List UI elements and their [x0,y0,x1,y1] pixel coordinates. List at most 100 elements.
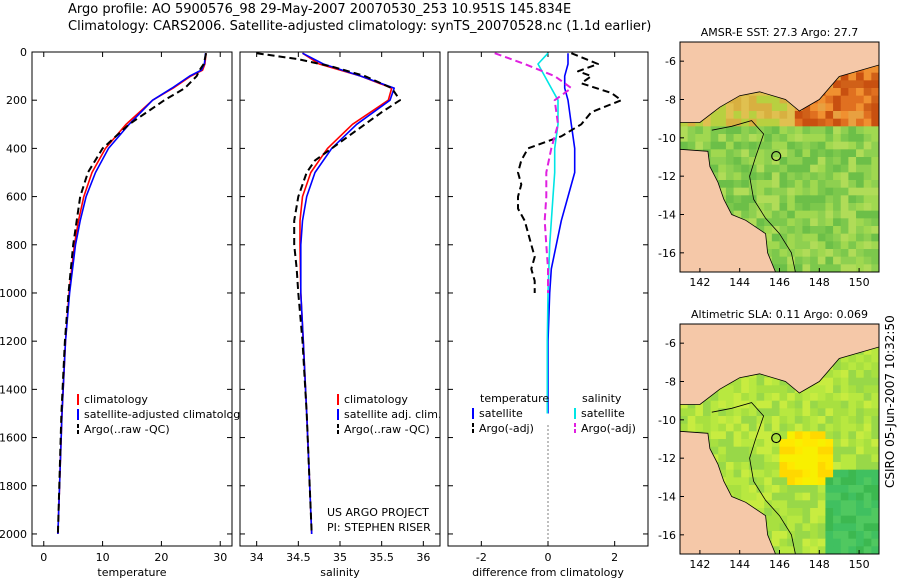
sla-map-cell [871,469,880,478]
sla-map-cell [863,500,872,509]
sst-map-cell [733,103,742,112]
sst-map-cell [810,149,819,158]
sst-map-cell [771,264,780,273]
sla-map-cell [863,485,872,494]
sla-map-cell [710,446,719,455]
sla-map-cell [825,377,834,386]
difference-xlabel: difference from climatology [472,566,624,579]
sla-map-cell [733,462,742,471]
difference-xtick-label: -2 [476,551,487,564]
sst-map-cell [802,172,811,181]
sst-map-cell [856,264,865,273]
sla-map-cell [794,469,803,478]
sst-map-cell [794,126,803,135]
sla-map-cell [833,377,842,386]
sla-map-cell [840,408,849,417]
diff-temp-legend-label: Argo(-adj) [479,422,534,435]
sst-map-cell [810,172,819,181]
sla-map-cell [779,523,788,532]
sst-map-cell [871,88,880,97]
sst-map-cell [825,203,834,212]
sst-map-cell [871,187,880,196]
sst-map-cell [802,256,811,265]
sst-map-cell [871,210,880,219]
sla-map-cell [748,462,757,471]
sla-map-cell [771,546,780,555]
sla-map-cell [825,400,834,409]
sst-map-cell [718,157,727,166]
sst-map-cell [794,249,803,258]
sla-map-cell [779,546,788,555]
sst-map-cell [871,180,880,189]
sst-map-cell [787,126,796,135]
salinity-frame [239,51,441,547]
sla-map-cell [871,515,880,524]
sst-map-cell [848,256,857,265]
sla-map-cell [802,400,811,409]
sla-map-cell [840,538,849,547]
sst-map-cell [825,141,834,150]
sst-map-cell [833,195,842,204]
sst-map-cell [856,72,865,81]
sst-map-cell [771,249,780,258]
temperature-xlabel: temperature [97,566,166,579]
sst-map-cell [802,218,811,227]
sst-map-cell [833,157,842,166]
sst-map-cell [871,203,880,212]
sla-map-cell [787,423,796,432]
sla-map-cell [856,377,865,386]
sst-map-cell [856,111,865,120]
sla-map-cell [733,439,742,448]
sla-map-cell [725,423,734,432]
difference-xtick-label: 0 [545,551,552,564]
sst-map-cell [856,118,865,127]
sst-map-cell [848,203,857,212]
sla-map-cell [756,400,765,409]
sla-map-cell [802,385,811,394]
sst-map-argo-marker [771,150,782,162]
sla-map-cell [833,538,842,547]
sst-map-cell [779,226,788,235]
sst-map-cell [825,264,834,273]
sla-map-cell [794,431,803,440]
sst-map-cell [794,256,803,265]
sla-map-cell [856,508,865,517]
salinity-panel: 34 34.5 35 35.5 36 salinity climatology satelli… [239,51,441,579]
sla-map-cell [810,462,819,471]
sst-map-cell [748,95,757,104]
sst-map-cell [787,164,796,173]
sst-map-cell [687,134,696,143]
sla-map-cell [741,408,750,417]
sla-map: Altimetric SLA: 0.11 Argo: 0.069 142 144 14… [658,308,880,571]
sst-map-cell [848,111,857,120]
sla-map-cell [741,485,750,494]
sst-map-cell [794,118,803,127]
sst-map-cell [771,95,780,104]
sst-map-cell [863,95,872,104]
sla-map-cell [856,423,865,432]
sla-map-cell [817,408,826,417]
series-argo-raw-qc- [256,52,401,535]
sla-map-cell [787,515,796,524]
sla-map-cell [741,469,750,478]
sst-map-cell [856,218,865,227]
sla-map-cell [871,431,880,440]
series-argo-raw-qc- [56,52,208,535]
sla-map-cell [779,400,788,409]
sla-map-cell [748,446,757,455]
sst-map-cell [856,164,865,173]
sla-map-cell [825,393,834,402]
sst-map-cell [725,172,734,181]
sst-map-cell [748,118,757,127]
sst-map-cell [733,126,742,135]
sst-map-cell [825,134,834,143]
sst-map-cell [856,126,865,135]
sla-map-cell [833,439,842,448]
sla-map-cell [817,423,826,432]
sla-map-cell [810,500,819,509]
sst-map-cell [794,241,803,250]
sla-map-cell [840,523,849,532]
sst-map-cell [825,195,834,204]
sst-map-cell [779,172,788,181]
salinity-xtick-label: 34 [250,551,264,564]
